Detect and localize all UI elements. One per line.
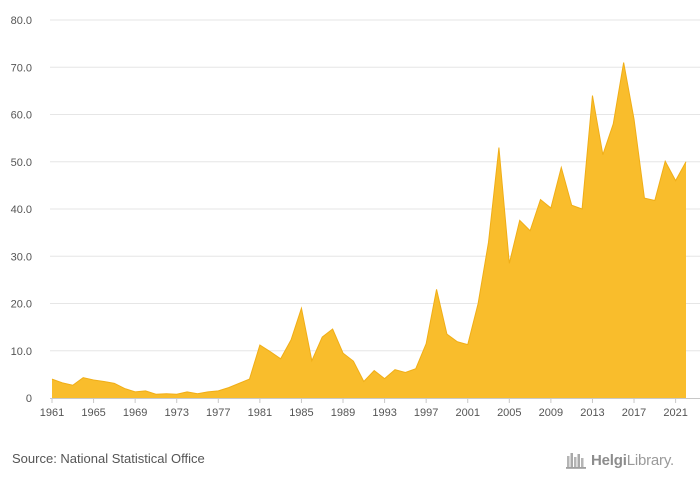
y-tick-label: 30.0 [11,251,32,263]
y-tick-label: 20.0 [11,299,32,311]
area-series [52,62,686,399]
axis-layer: 0 10.0 20.0 30.0 40.0 50.0 60.0 70.0 80.0 1961 196… [11,15,700,419]
x-tick-label: 1985 [289,407,313,419]
bookshelf-icon [566,453,586,469]
x-tick-label: 2021 [663,407,687,419]
brand-text-part1: Helgi [591,451,627,469]
x-tick-label: 1973 [164,407,188,419]
x-tick-label: 2009 [539,407,563,419]
area-series-line [51,62,687,395]
area-layer [51,62,687,399]
x-tick-label: 1961 [40,407,64,419]
x-tick-label: 1965 [81,407,105,419]
grid-layer [50,19,700,352]
y-tick-label: 50.0 [11,157,32,169]
area-chart: 0 10.0 20.0 30.0 40.0 50.0 60.0 70.0 80.0 1961 196… [11,15,700,419]
y-tick-label: 10.0 [11,346,32,358]
x-tick-label: 2005 [497,407,521,419]
y-tick-label: 80.0 [11,15,32,27]
x-tick-label: 1969 [123,407,147,419]
brand-text: HelgiLibrary. [591,452,674,469]
y-tick-label: 60.0 [11,110,32,122]
helgi-library-logo[interactable]: HelgiLibrary. [566,449,692,471]
x-tick-label: 2013 [580,407,604,419]
x-tick-label: 1981 [248,407,272,419]
x-tick-label: 1997 [414,407,438,419]
y-tick-label: 70.0 [11,62,32,74]
x-tick-label: 1977 [206,407,230,419]
x-tick-label: 1993 [372,407,396,419]
x-tick-label: 2017 [622,407,646,419]
x-tick-label: 2001 [455,407,479,419]
source-note: Source: National Statistical Office [12,451,205,466]
brand-text-part2: Library. [626,451,675,469]
x-tick-label: 1989 [331,407,355,419]
y-tick-label: 40.0 [11,204,32,216]
y-tick-label: 0 [26,393,32,405]
